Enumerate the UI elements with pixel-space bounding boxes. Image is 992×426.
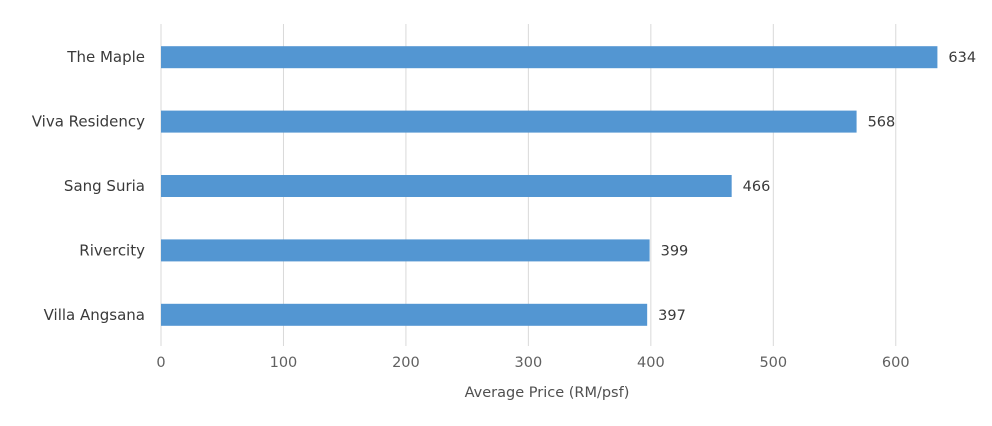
bar-viva-residency: [161, 110, 857, 133]
category-label: Rivercity: [79, 241, 145, 259]
bar-the-maple: [161, 46, 938, 69]
data-label: 466: [743, 179, 771, 195]
data-label: 397: [658, 308, 686, 324]
x-tick-label: 100: [270, 355, 298, 371]
data-label: 399: [661, 243, 689, 259]
data-labels: 634 568 466 399 397: [658, 50, 976, 324]
x-tick-label: 0: [156, 355, 165, 371]
x-tick-label: 500: [759, 355, 787, 371]
x-tick-label: 300: [515, 355, 543, 371]
category-labels: The Maple Viva Residency Sang Suria Riverci…: [32, 48, 145, 324]
x-tick-labels: 0 100 200 300 400 500 600: [156, 355, 909, 371]
bar-villa-angsana: [161, 303, 648, 326]
bar-sang-suria: [161, 175, 732, 197]
category-label: Sang Suria: [64, 177, 145, 195]
category-label: The Maple: [66, 48, 145, 66]
category-label: Villa Angsana: [44, 306, 145, 324]
category-label: Viva Residency: [32, 113, 145, 131]
bar-rivercity: [161, 239, 650, 262]
bars: [161, 46, 938, 326]
x-tick-label: 600: [882, 355, 910, 371]
x-tick-label: 400: [637, 355, 665, 371]
data-label: 634: [948, 50, 976, 66]
x-tick-label: 200: [392, 355, 420, 371]
data-label: 568: [868, 115, 896, 131]
x-axis-title: Average Price (RM/psf): [465, 385, 630, 401]
